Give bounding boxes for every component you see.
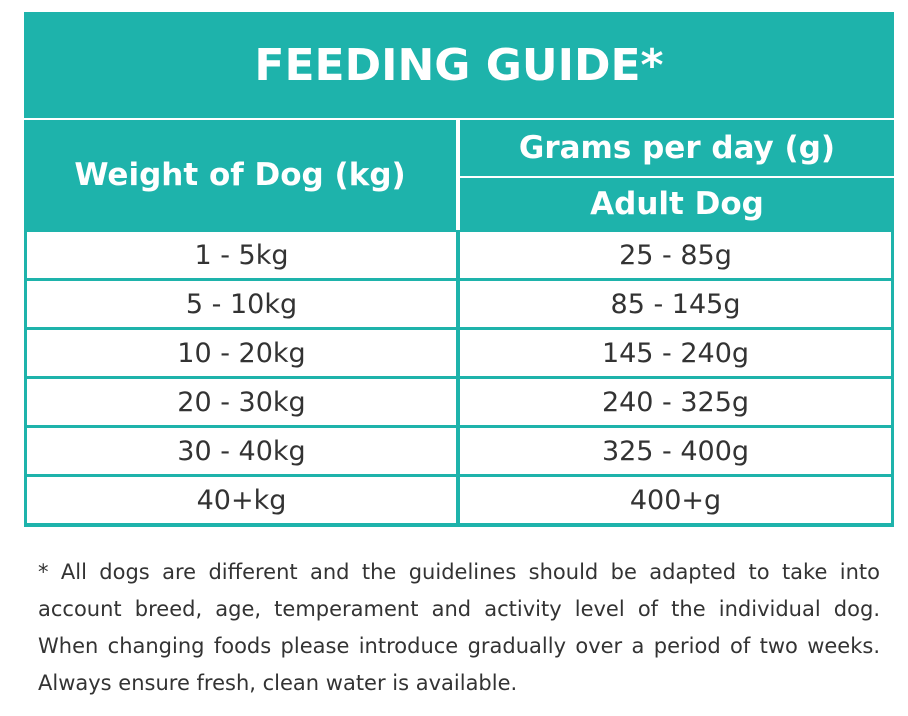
weight-cell: 10 - 20kg	[27, 330, 456, 379]
grams-cell: 240 - 325g	[460, 379, 891, 428]
weight-cell: 20 - 30kg	[27, 379, 456, 428]
grams-cell: 25 - 85g	[460, 232, 891, 281]
footnote-line: Always ensure fresh, clean water is avai…	[38, 671, 518, 695]
footnote-line: * All dogs are different and the guideli…	[38, 560, 880, 584]
header-weight: Weight of Dog (kg)	[24, 120, 456, 230]
header-grams: Grams per day (g)	[460, 120, 894, 176]
grams-cell: 325 - 400g	[460, 428, 891, 477]
header-adult: Adult Dog	[460, 178, 894, 230]
weight-cell: 40+kg	[27, 477, 456, 526]
weight-cell: 1 - 5kg	[27, 232, 456, 281]
table-body: 1 - 5kg 25 - 85g 5 - 10kg 85 - 145g 10 - 20k…	[24, 230, 894, 527]
title: FEEDING GUIDE*	[24, 12, 894, 118]
grams-cell: 145 - 240g	[460, 330, 891, 379]
weight-cell: 5 - 10kg	[27, 281, 456, 330]
footnote-line: When changing foods please introduce gra…	[38, 634, 880, 658]
footnote-line: account breed, age, temperament and acti…	[38, 597, 880, 621]
weight-cell: 30 - 40kg	[27, 428, 456, 477]
grams-cell: 85 - 145g	[460, 281, 891, 330]
grams-cell: 400+g	[460, 477, 891, 526]
